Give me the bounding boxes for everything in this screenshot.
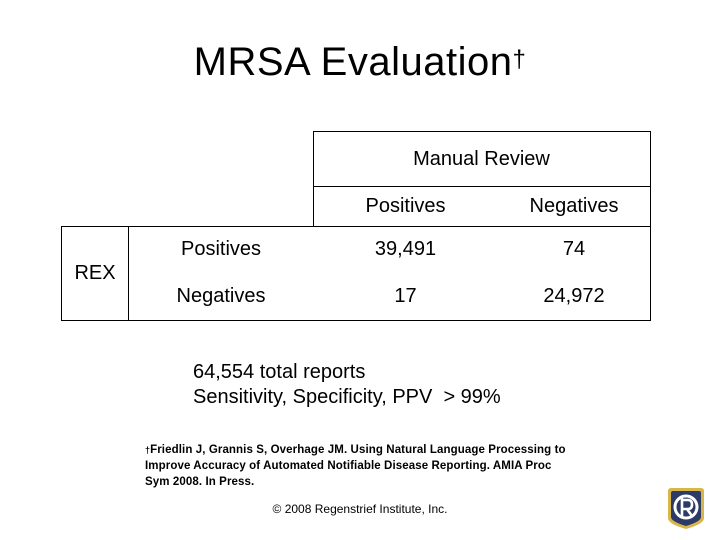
table-border [61,226,62,321]
reference-line-text: Friedlin J, Grannis S, Overhage JM. Usin… [150,444,566,456]
table-cell: 39,491 [374,238,437,260]
reference-line: Improve Accuracy of Automated Notifiable… [145,460,552,472]
table-border [313,131,651,132]
row-header-positives: Positives [180,238,262,260]
column-header-negatives: Negatives [529,195,619,217]
reference-citation: †Friedlin J, Grannis S, Overhage JM. Usi… [145,442,590,490]
table-border [650,131,651,321]
table-cell: 74 [562,238,586,260]
table-border [61,226,651,227]
summary: 64,554 total reports Sensitivity, Specif… [193,360,501,410]
reference-line: Sym 2008. In Press. [145,476,255,488]
summary-metrics: Sensitivity, Specificity, PPV > 99% [193,386,501,408]
group-header: Manual Review [413,147,550,170]
table-cell: 17 [394,284,417,307]
reference-line: †Friedlin J, Grannis S, Overhage JM. Usi… [145,442,590,458]
regenstrief-logo-icon [666,486,706,530]
row-header-negatives: Negatives [176,284,266,307]
reference-dagger: † [145,445,151,455]
row-group-label: REX [74,262,116,284]
title-dagger: † [512,46,527,73]
slide-title: MRSA Evaluation† [0,38,720,86]
table-border [128,226,129,321]
copyright-notice: © 2008 Regenstrief Institute, Inc. [272,502,448,516]
summary-total-reports: 64,554 total reports [193,361,366,383]
table-border [313,131,314,227]
table-border [313,186,651,187]
table-cell: 24,972 [543,284,605,307]
slide-title-text: MRSA Evaluation [193,40,513,84]
table-border [61,320,651,321]
column-header-positives: Positives [365,195,446,217]
